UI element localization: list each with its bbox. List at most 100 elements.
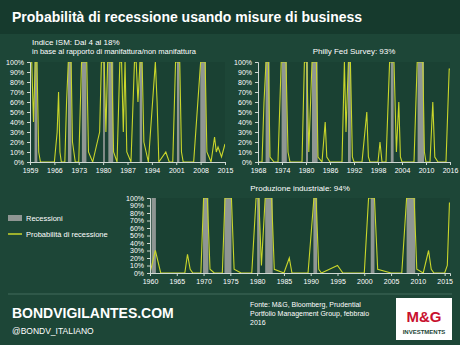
y-tick-label: 90%: [130, 202, 144, 209]
x-tick: 1974: [275, 162, 291, 174]
x-tick: 1980: [250, 273, 266, 285]
y-tick-mark: [255, 132, 258, 133]
x-tick-label: 1986: [323, 167, 339, 174]
x-tick: 2016: [443, 162, 459, 174]
y-tick: 50%: [130, 232, 150, 239]
page: Probabilità di recessione usando misure …: [0, 0, 460, 345]
x-tick-label: 2015: [437, 278, 453, 285]
site: BONDVIGILANTES.COM: [12, 305, 174, 321]
y-tick-label: 0%: [14, 159, 24, 166]
y-tick: 80%: [238, 79, 258, 86]
y-tick-label: 0%: [242, 159, 252, 166]
x-tick: 1998: [371, 162, 387, 174]
y-tick: 70%: [238, 89, 258, 96]
x-tick-mark: [225, 162, 226, 165]
y-axis-line: [27, 63, 31, 163]
y-tick: 100%: [234, 59, 258, 66]
x-tick-label: 2008: [193, 167, 209, 174]
y-tick-mark: [27, 152, 30, 153]
x-axis: 196819741980198619921998200420102016: [251, 162, 459, 174]
y-tick-mark: [147, 213, 150, 214]
x-tick-label: 1992: [347, 167, 363, 174]
x-axis-line: [31, 163, 226, 166]
y-tick: 60%: [10, 99, 30, 106]
y-tick: 20%: [130, 255, 150, 262]
y-tick-mark: [27, 82, 30, 83]
y-tick-label: 20%: [238, 139, 252, 146]
logo: M&G: [407, 308, 442, 325]
recession-bar: [177, 62, 179, 162]
x-tick-mark: [177, 273, 178, 276]
x-tick-mark: [103, 162, 104, 165]
y-axis: 0%10%20%30%40%50%60%70%80%90%100%: [126, 195, 150, 277]
y-tick: 60%: [238, 99, 258, 106]
y-tick: 70%: [130, 217, 150, 224]
x-tick-mark: [284, 273, 285, 276]
y-tick-mark: [147, 206, 150, 207]
footer-rule: [8, 294, 452, 295]
probability-line: [30, 62, 225, 162]
x-tick-mark: [402, 162, 403, 165]
y-tick-mark: [27, 132, 30, 133]
recession-bar: [140, 62, 142, 162]
y-tick-mark: [255, 62, 258, 63]
x-tick-mark: [330, 162, 331, 165]
y-tick-mark: [27, 122, 30, 123]
y-tick-label: 0%: [134, 270, 144, 277]
x-tick-label: 2010: [411, 278, 427, 285]
x-tick-mark: [418, 273, 419, 276]
recession-bar: [224, 198, 231, 273]
y-tick: 90%: [10, 69, 30, 76]
y-axis-line: [255, 63, 259, 163]
x-tick-label: 1980: [250, 278, 266, 285]
y-tick-label: 70%: [10, 89, 24, 96]
y-tick: 90%: [238, 69, 258, 76]
y-tick-label: 40%: [130, 240, 144, 247]
y-tick-mark: [255, 162, 258, 163]
x-tick: 2015: [218, 162, 234, 174]
legend-swatch: [8, 215, 22, 221]
x-tick: 1973: [71, 162, 87, 174]
logo-sub: INVESTMENTS: [403, 329, 446, 335]
y-tick: 40%: [130, 240, 150, 247]
y-tick-mark: [255, 152, 258, 153]
y-tick: 100%: [6, 59, 30, 66]
y-tick-label: 60%: [238, 99, 252, 106]
chart-title: Indice ISM: Dal 4 al 18%: [32, 38, 120, 47]
x-tick-label: 1965: [169, 278, 185, 285]
y-tick-label: 10%: [130, 262, 144, 269]
probability-line: [258, 62, 450, 162]
x-tick-mark: [338, 273, 339, 276]
x-tick-mark: [204, 273, 205, 276]
recession-bar: [407, 198, 416, 273]
x-tick: 1960: [143, 273, 159, 285]
y-tick-mark: [255, 72, 258, 73]
x-axis: 1960196519701975198019851990199520002005…: [143, 273, 453, 285]
recession-bar: [82, 62, 87, 162]
x-tick-mark: [257, 273, 258, 276]
x-tick-label: 1990: [303, 278, 319, 285]
x-tick-label: 1966: [47, 167, 63, 174]
source: Fonte: M&G, Bloomberg, Prudential: [250, 301, 361, 309]
y-tick-mark: [255, 122, 258, 123]
y-tick-label: 40%: [10, 119, 24, 126]
x-tick-label: 1994: [145, 167, 161, 174]
y-tick: 20%: [238, 139, 258, 146]
logo-box: [396, 298, 452, 340]
footer: BONDVIGILANTES.COM @BONDV_ITALIANO Fonte: …: [8, 294, 452, 340]
x-tick-label: 1985: [277, 278, 293, 285]
y-tick-mark: [147, 266, 150, 267]
y-tick-mark: [255, 112, 258, 113]
y-tick: 90%: [130, 202, 150, 209]
legend-swatch: [8, 233, 22, 235]
y-axis: 0%10%20%30%40%50%60%70%80%90%100%: [234, 59, 258, 166]
x-tick: 1970: [196, 273, 212, 285]
x-tick-label: 1987: [120, 167, 136, 174]
marks: [258, 62, 450, 162]
x-tick-mark: [311, 273, 312, 276]
x-tick: 2000: [357, 273, 373, 285]
y-tick-mark: [147, 258, 150, 259]
x-tick-mark: [450, 162, 451, 165]
twitter: @BONDV_ITALIANO: [12, 326, 94, 336]
x-tick-mark: [258, 162, 259, 165]
